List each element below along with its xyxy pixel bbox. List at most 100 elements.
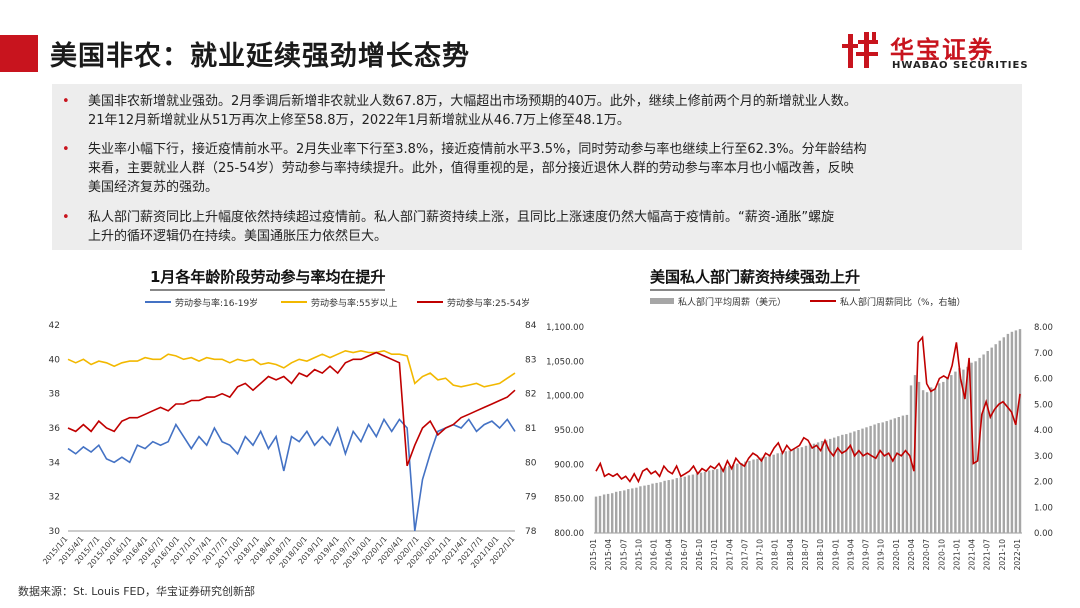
y-right-tick-label: 1.00 bbox=[1034, 503, 1053, 513]
wage-bar bbox=[938, 383, 941, 533]
wage-bar bbox=[744, 461, 747, 533]
x-tick-label: 2019-10 bbox=[877, 539, 886, 571]
wage-bar bbox=[598, 495, 602, 533]
wage-bar bbox=[792, 449, 796, 533]
y-left-tick-label: 42 bbox=[49, 321, 60, 331]
bullet-line: 来看，主要就业人群（25-54岁）劳动参与率持续提升。此外，值得重视的是，部分接… bbox=[88, 161, 854, 176]
wage-bar bbox=[982, 354, 985, 533]
wage-bar bbox=[800, 447, 804, 533]
wage-bar bbox=[643, 485, 646, 533]
wage-bar bbox=[615, 491, 618, 533]
wage-bar bbox=[647, 484, 650, 533]
wage-bar bbox=[1006, 333, 1010, 533]
wage-bar bbox=[671, 479, 674, 533]
summary-box: • 美国非农新增就业强劲。2月季调后新增非农就业人数67.8万，大幅超出市场预期… bbox=[52, 84, 1022, 250]
wage-bar bbox=[724, 467, 727, 533]
x-tick-label: 2020-01 bbox=[892, 539, 901, 571]
wage-bar bbox=[925, 392, 929, 533]
wage-bar bbox=[970, 362, 973, 533]
y-right-tick-label: 84 bbox=[525, 321, 537, 331]
legend-label: 私人部门平均周薪（美元） bbox=[678, 296, 786, 308]
wage-bar bbox=[756, 458, 759, 533]
wage-bar bbox=[720, 467, 723, 533]
wage-bar bbox=[929, 387, 933, 533]
y-right-tick-label: 81 bbox=[525, 424, 536, 434]
wage-bar bbox=[889, 419, 893, 533]
wage-bar bbox=[667, 480, 670, 533]
y-right-tick-label: 7.00 bbox=[1034, 349, 1053, 359]
x-tick-label: 2020-10 bbox=[937, 539, 946, 571]
wage-bar bbox=[736, 463, 739, 533]
wage-bar bbox=[760, 457, 763, 533]
wage-bar bbox=[619, 491, 622, 533]
wage-bar bbox=[833, 437, 836, 533]
x-tick-label: 2018-07 bbox=[801, 539, 810, 571]
wage-bar bbox=[954, 371, 957, 533]
y-left-tick-label: 40 bbox=[49, 355, 61, 365]
wage-bar bbox=[1010, 331, 1014, 533]
company-logo: 华宝证券 HWABAO SECURITIES bbox=[842, 28, 1042, 76]
y-right-tick-label: 0.00 bbox=[1034, 529, 1053, 539]
wage-bar bbox=[820, 441, 824, 533]
wage-bar bbox=[663, 480, 666, 533]
page-title: 美国非农：就业延续强劲增长态势 bbox=[50, 41, 470, 72]
x-tick-label: 2019-01 bbox=[831, 539, 840, 571]
wage-bar bbox=[808, 444, 812, 533]
wage-bar bbox=[841, 434, 844, 533]
x-tick-label: 2017-10 bbox=[756, 539, 765, 571]
wage-bar bbox=[1014, 330, 1018, 533]
bullet-line: 上升的循环逻辑仍在持续。美国通胀压力依然巨大。 bbox=[88, 229, 388, 244]
y-left-tick-label: 850.00 bbox=[554, 495, 584, 505]
y-right-tick-label: 6.00 bbox=[1034, 375, 1053, 385]
wage-bar bbox=[594, 496, 598, 533]
wage-bar bbox=[611, 493, 614, 533]
x-tick-label: 2017-04 bbox=[725, 539, 734, 571]
wage-bar bbox=[869, 425, 872, 533]
wage-bar bbox=[974, 361, 977, 533]
wage-bar bbox=[837, 436, 840, 533]
wage-bar bbox=[901, 415, 905, 533]
bullet-line: 美国非农新增就业强劲。2月季调后新增非农就业人数67.8万，大幅超出市场预期的4… bbox=[88, 94, 857, 109]
wage-bar bbox=[683, 476, 687, 533]
wage-bar bbox=[861, 428, 864, 533]
wage-bar bbox=[934, 388, 937, 533]
wage-bar bbox=[950, 375, 953, 533]
wage-bar bbox=[853, 431, 856, 533]
x-tick-label: 2021-10 bbox=[998, 539, 1007, 571]
wage-bar bbox=[966, 366, 969, 533]
wage-bar bbox=[715, 469, 719, 533]
wage-bar bbox=[703, 471, 707, 533]
wage-bar bbox=[921, 390, 925, 533]
wage-bar bbox=[631, 488, 634, 533]
wage-bar bbox=[655, 482, 658, 533]
x-tick-label: 2021-07 bbox=[983, 539, 992, 571]
wage-bar bbox=[707, 470, 711, 533]
yoy-line bbox=[595, 335, 1021, 484]
logo-name-cn: 华宝证券 bbox=[890, 36, 994, 64]
legend-label: 劳动参与率:55岁以上 bbox=[311, 297, 398, 309]
wage-bar bbox=[1002, 337, 1006, 533]
y-left-tick-label: 34 bbox=[49, 458, 61, 468]
bullet-line: 美国经济复苏的强劲。 bbox=[88, 180, 219, 195]
wage-bar bbox=[784, 451, 788, 533]
bullet-line: 私人部门薪资同比上升幅度依然持续超过疫情前。私人部门薪资持续上涨，且同比上涨速度… bbox=[88, 210, 835, 225]
wage-bar bbox=[752, 459, 755, 533]
y-left-tick-label: 1,050.00 bbox=[546, 357, 584, 367]
wage-bar bbox=[1018, 329, 1022, 533]
wage-bar bbox=[998, 340, 1002, 533]
wage-bar bbox=[825, 440, 828, 533]
y-right-tick-label: 82 bbox=[525, 390, 536, 400]
data-source: 数据来源：St. Louis FED，华宝证券研究创新部 bbox=[18, 585, 255, 598]
wage-bar bbox=[768, 455, 771, 533]
wage-bar bbox=[740, 463, 743, 533]
y-left-tick-label: 900.00 bbox=[554, 460, 584, 470]
wage-bar bbox=[639, 486, 642, 533]
series-line bbox=[67, 351, 516, 467]
y-left-tick-label: 30 bbox=[49, 527, 61, 537]
wage-bar bbox=[711, 469, 715, 533]
wage-bar bbox=[994, 344, 997, 533]
wage-bar bbox=[728, 465, 731, 533]
x-tick-label: 2019-04 bbox=[846, 539, 855, 571]
x-tick-label: 2021-01 bbox=[952, 539, 961, 571]
wage-bar bbox=[804, 445, 808, 533]
